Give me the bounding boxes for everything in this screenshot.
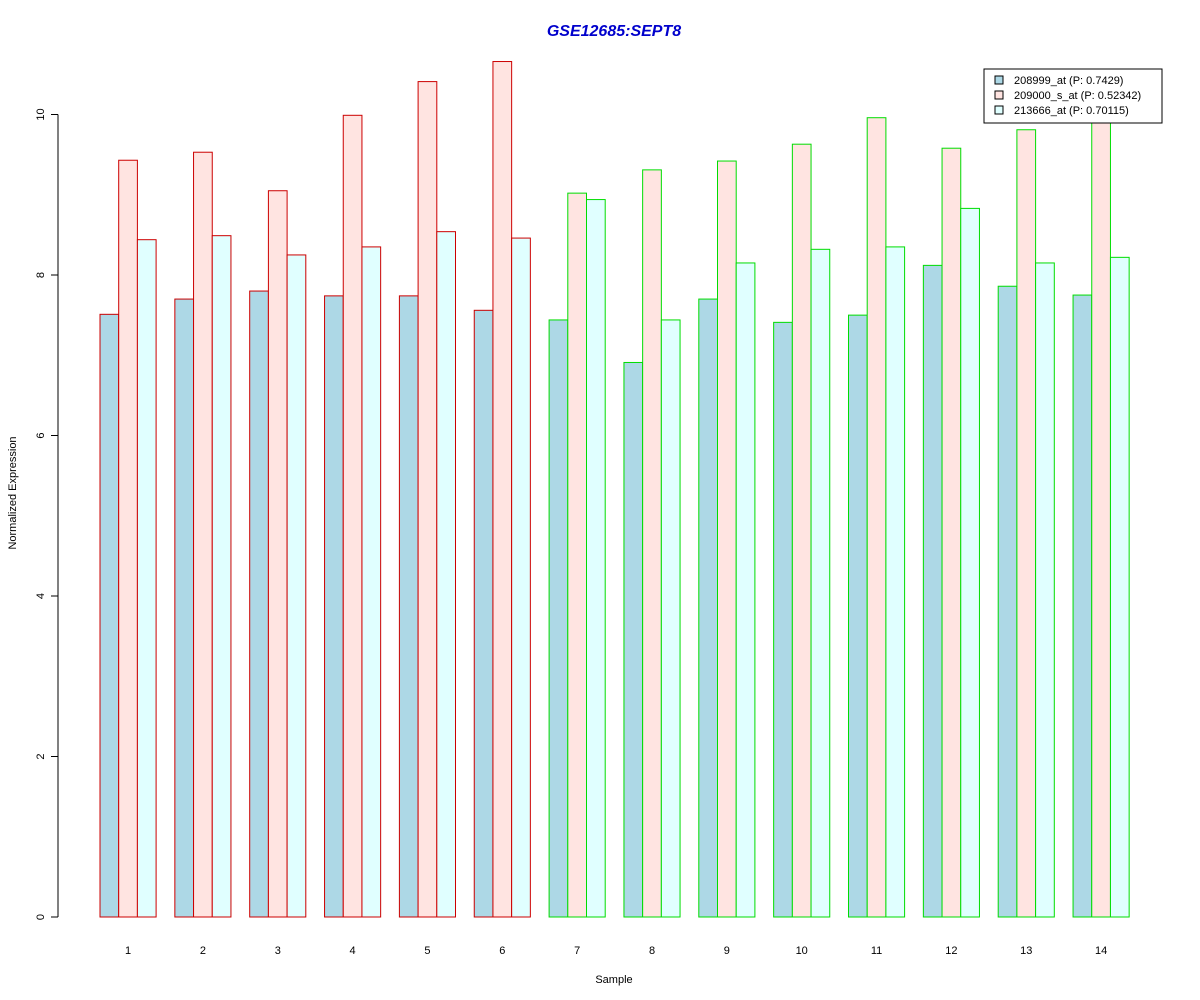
x-tick-label: 13 xyxy=(1020,945,1032,957)
y-axis-label: Normalized Expression xyxy=(7,436,19,549)
bar-sample-8-series-1 xyxy=(623,361,644,918)
bar-sample-11-series-2 xyxy=(866,117,887,918)
y-tick-label: 6 xyxy=(35,432,47,438)
bar-sample-11-series-3 xyxy=(885,246,906,918)
bar-sample-2-series-2 xyxy=(193,151,213,918)
bar-sample-2-series-1 xyxy=(174,298,195,918)
x-tick-label: 4 xyxy=(350,945,356,957)
bars-layer xyxy=(99,61,1130,918)
bar-sample-5-series-2 xyxy=(417,81,438,918)
bar-sample-5-series-3 xyxy=(436,231,456,918)
x-tick-label: 6 xyxy=(499,945,505,957)
bar-sample-9-series-3 xyxy=(735,262,756,918)
y-tick-label: 0 xyxy=(35,914,47,920)
bar-sample-3-series-1 xyxy=(249,290,269,918)
x-tick-label: 3 xyxy=(275,945,281,957)
y-tick-label: 2 xyxy=(35,753,47,759)
bar-sample-12-series-1 xyxy=(922,264,943,918)
bar-sample-4-series-3 xyxy=(361,246,382,918)
bar-sample-11-series-1 xyxy=(848,314,868,918)
y-tick-label: 8 xyxy=(35,272,47,278)
bar-sample-12-series-2 xyxy=(941,147,962,918)
bar-sample-7-series-1 xyxy=(548,319,569,918)
bar-sample-10-series-1 xyxy=(773,321,793,918)
x-tick-label: 8 xyxy=(649,945,655,957)
x-axis: 1 2 3 4 5 6 7 8 9 10 11 12 13 14 xyxy=(125,945,1107,957)
bar-sample-3-series-3 xyxy=(286,254,307,918)
bar-sample-7-series-3 xyxy=(586,199,606,918)
bar-sample-1-series-2 xyxy=(118,159,138,918)
bar-sample-1-series-3 xyxy=(136,239,157,918)
y-tick-label: 4 xyxy=(35,593,47,599)
legend-label: 209000_s_at (P: 0.52342) xyxy=(1014,90,1141,102)
legend-swatch xyxy=(994,105,1004,115)
legend-label: 213666_at (P: 0.70115) xyxy=(1014,105,1129,117)
bar-sample-6-series-2 xyxy=(492,61,513,918)
legend-swatch xyxy=(994,75,1004,85)
bar-sample-8-series-2 xyxy=(642,169,662,918)
x-tick-label: 5 xyxy=(424,945,430,957)
legend-swatch xyxy=(994,90,1004,100)
x-tick-label: 11 xyxy=(871,945,882,957)
x-tick-label: 14 xyxy=(1095,945,1107,957)
bar-sample-10-series-2 xyxy=(791,143,812,918)
bar-sample-13-series-3 xyxy=(1035,262,1055,918)
bar-sample-9-series-2 xyxy=(717,160,737,918)
bar-sample-1-series-1 xyxy=(99,313,120,918)
bar-sample-2-series-3 xyxy=(211,235,232,918)
x-tick-label: 2 xyxy=(200,945,206,957)
x-tick-label: 1 xyxy=(125,945,131,957)
bar-sample-14-series-2 xyxy=(1091,122,1111,918)
bar-sample-4-series-1 xyxy=(324,295,344,918)
bar-sample-6-series-3 xyxy=(511,237,531,918)
bar-sample-6-series-1 xyxy=(473,309,494,918)
bar-sample-14-series-1 xyxy=(1072,294,1093,918)
x-tick-label: 7 xyxy=(574,945,580,957)
legend-label: 208999_at (P: 0.7429) xyxy=(1014,75,1123,87)
bar-sample-4-series-2 xyxy=(342,114,363,918)
bar-sample-9-series-1 xyxy=(698,298,718,918)
y-axis: 0 2 4 6 8 10 xyxy=(35,108,59,920)
x-tick-label: 10 xyxy=(796,945,808,957)
x-tick-label: 9 xyxy=(724,945,730,957)
bar-sample-5-series-1 xyxy=(398,295,419,918)
bar-sample-3-series-2 xyxy=(267,190,288,918)
legend: 208999_at (P: 0.7429) 209000_s_at (P: 0.5… xyxy=(983,68,1163,124)
legend-box xyxy=(983,68,1163,124)
x-tick-label: 12 xyxy=(945,945,957,957)
x-axis-label: Sample xyxy=(595,974,632,986)
bar-sample-12-series-3 xyxy=(960,207,980,918)
bar-sample-7-series-2 xyxy=(567,192,587,918)
chart-title: GSE12685:SEPT8 xyxy=(547,23,681,40)
bar-sample-14-series-3 xyxy=(1109,256,1130,918)
bar-sample-13-series-1 xyxy=(997,285,1018,918)
bar-sample-10-series-3 xyxy=(810,248,831,918)
bar-sample-13-series-2 xyxy=(1016,129,1037,918)
y-tick-label: 10 xyxy=(35,108,47,120)
bar-sample-8-series-3 xyxy=(660,319,681,918)
